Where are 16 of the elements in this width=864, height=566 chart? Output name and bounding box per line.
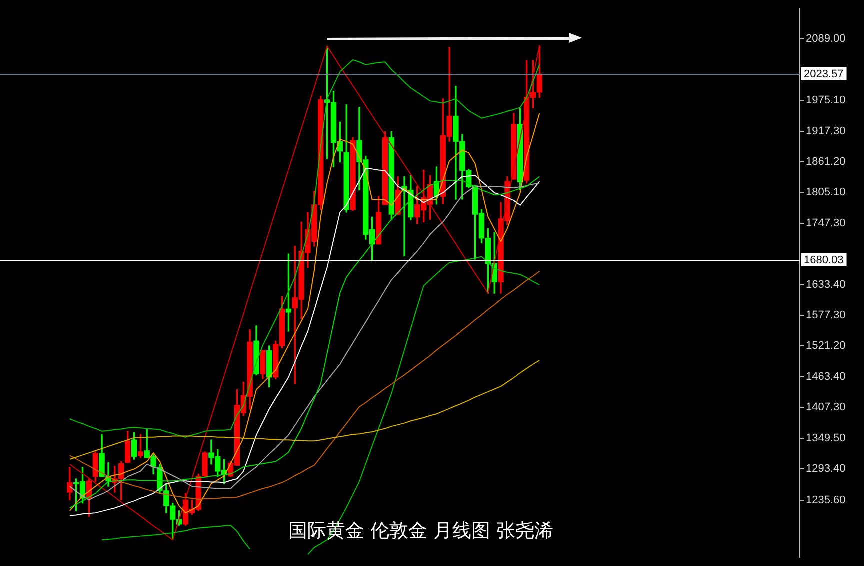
y-tick-label: 1463.40 [806,371,846,384]
y-tick-label: 1805.10 [806,186,846,198]
y-tick-label: 1407.30 [806,402,846,414]
y-tick-label: 1577.30 [806,310,846,322]
y-tick-label: 1975.10 [806,94,846,106]
y-tick-label: 1521.20 [806,340,846,352]
y-tick-label: 1633.40 [806,279,846,292]
y-tick-label: 1349.50 [806,432,846,445]
ref-line-label: 2023.57 [804,68,844,81]
y-tick-label: 1917.30 [806,126,846,138]
y-tick-label: 1235.60 [806,494,846,506]
ref-line-label: 1680.03 [804,254,844,267]
y-tick-label: 1861.20 [806,156,846,168]
y-tick-label: 1747.30 [806,218,846,230]
y-tick-label: 1293.40 [806,463,846,476]
y-tick-label: 2089.00 [806,32,846,45]
